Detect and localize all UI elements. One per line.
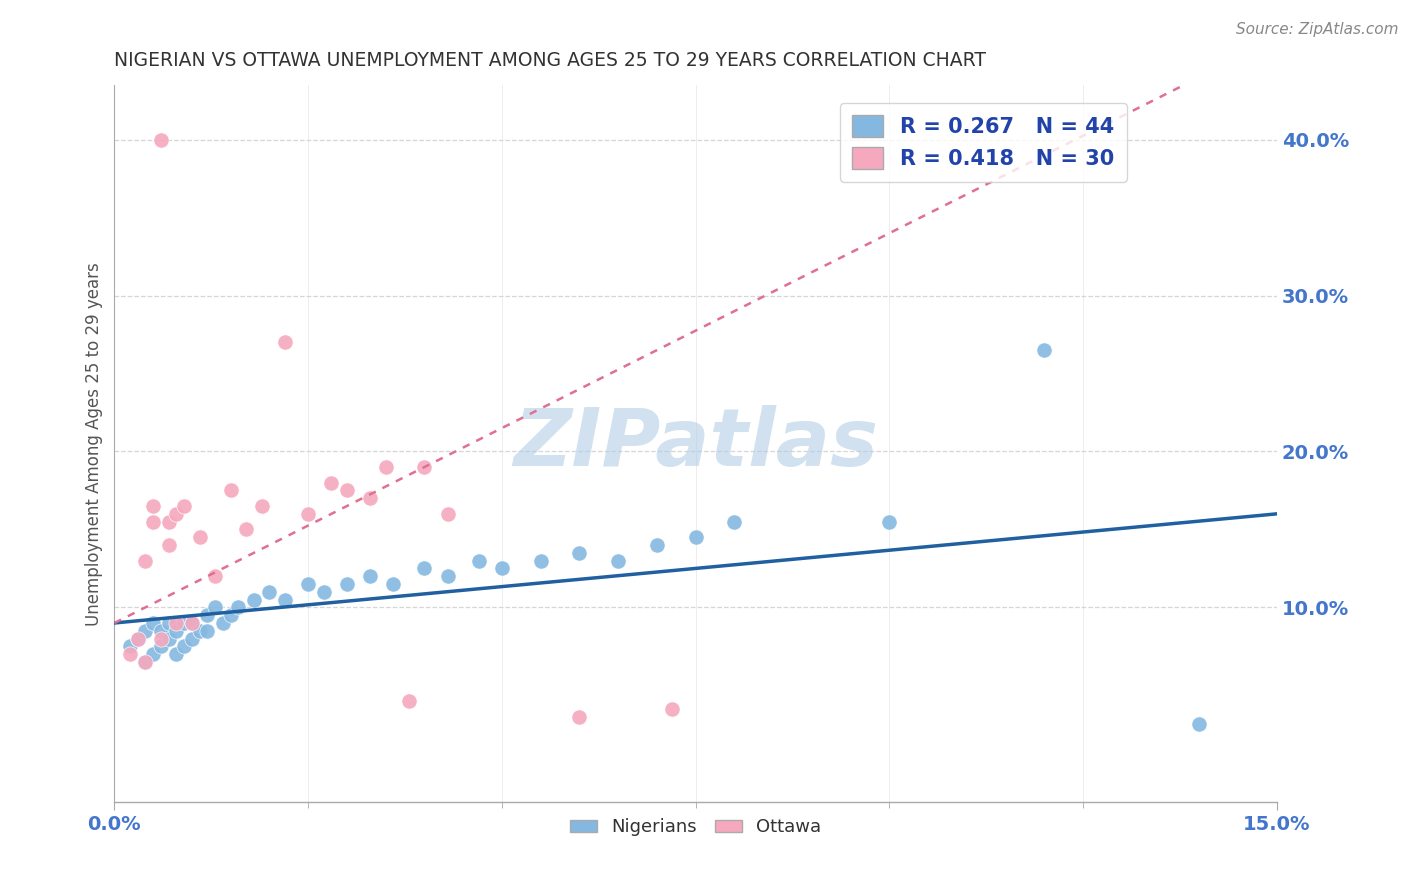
Point	[180, 615, 202, 630]
Point	[359, 491, 381, 506]
Point	[142, 615, 165, 630]
Point	[197, 624, 219, 638]
Point	[165, 615, 187, 630]
Point	[188, 624, 211, 638]
Point	[723, 515, 745, 529]
Point	[157, 538, 180, 552]
Point	[212, 615, 235, 630]
Point	[142, 647, 165, 661]
Point	[645, 538, 668, 552]
Point	[877, 515, 900, 529]
Point	[312, 584, 335, 599]
Point	[413, 561, 436, 575]
Point	[118, 640, 141, 654]
Point	[173, 499, 195, 513]
Point	[149, 632, 172, 646]
Point	[127, 632, 149, 646]
Y-axis label: Unemployment Among Ages 25 to 29 years: Unemployment Among Ages 25 to 29 years	[86, 262, 103, 625]
Point	[188, 530, 211, 544]
Point	[219, 483, 242, 498]
Point	[134, 655, 156, 669]
Point	[1188, 717, 1211, 731]
Point	[398, 694, 420, 708]
Point	[491, 561, 513, 575]
Point	[235, 523, 257, 537]
Point	[413, 460, 436, 475]
Point	[149, 640, 172, 654]
Point	[134, 655, 156, 669]
Point	[165, 647, 187, 661]
Point	[173, 615, 195, 630]
Point	[165, 507, 187, 521]
Point	[336, 483, 359, 498]
Point	[165, 624, 187, 638]
Point	[467, 554, 489, 568]
Point	[1033, 343, 1056, 358]
Point	[374, 460, 396, 475]
Point	[219, 608, 242, 623]
Point	[568, 546, 591, 560]
Point	[127, 632, 149, 646]
Point	[568, 709, 591, 723]
Point	[134, 624, 156, 638]
Point	[204, 569, 226, 583]
Point	[157, 632, 180, 646]
Text: ZIPatlas: ZIPatlas	[513, 405, 879, 483]
Point	[228, 600, 250, 615]
Point	[661, 702, 683, 716]
Point	[180, 632, 202, 646]
Point	[382, 577, 405, 591]
Point	[250, 499, 273, 513]
Point	[149, 133, 172, 147]
Point	[157, 615, 180, 630]
Point	[142, 515, 165, 529]
Point	[134, 554, 156, 568]
Legend: Nigerians, Ottawa: Nigerians, Ottawa	[562, 811, 828, 844]
Point	[336, 577, 359, 591]
Point	[529, 554, 551, 568]
Point	[321, 475, 343, 490]
Point	[173, 640, 195, 654]
Point	[204, 600, 226, 615]
Point	[297, 577, 319, 591]
Point	[197, 608, 219, 623]
Point	[274, 335, 297, 350]
Point	[259, 584, 281, 599]
Point	[149, 624, 172, 638]
Point	[436, 507, 458, 521]
Text: Source: ZipAtlas.com: Source: ZipAtlas.com	[1236, 22, 1399, 37]
Point	[157, 515, 180, 529]
Point	[180, 615, 202, 630]
Point	[274, 592, 297, 607]
Point	[297, 507, 319, 521]
Point	[436, 569, 458, 583]
Point	[118, 647, 141, 661]
Point	[685, 530, 707, 544]
Point	[359, 569, 381, 583]
Point	[142, 499, 165, 513]
Text: NIGERIAN VS OTTAWA UNEMPLOYMENT AMONG AGES 25 TO 29 YEARS CORRELATION CHART: NIGERIAN VS OTTAWA UNEMPLOYMENT AMONG AG…	[114, 51, 987, 70]
Point	[243, 592, 266, 607]
Point	[607, 554, 630, 568]
